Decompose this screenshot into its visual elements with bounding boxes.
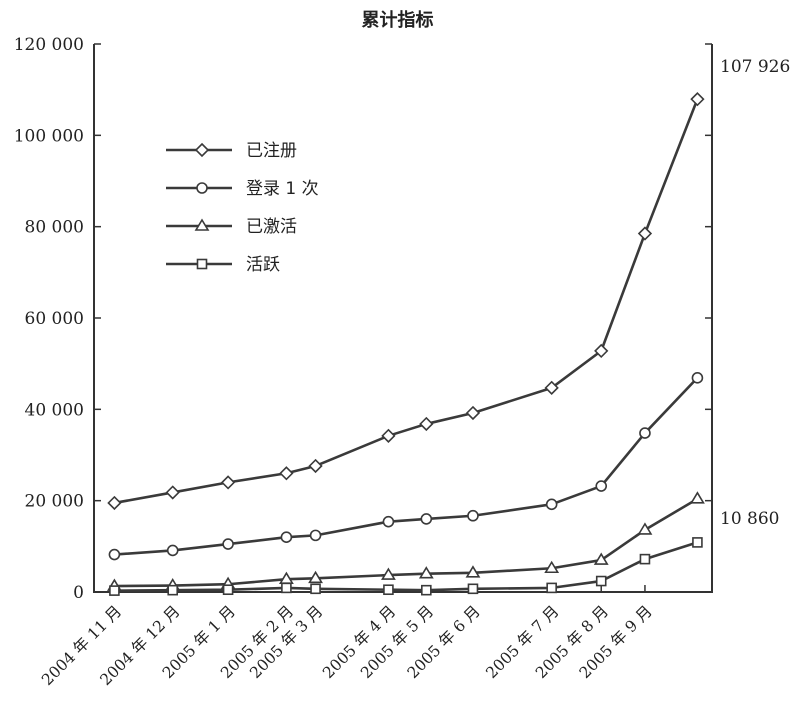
series-group: [108, 93, 703, 595]
axes: [94, 44, 712, 592]
data-point: [110, 586, 119, 595]
legend-marker: [198, 260, 207, 269]
legend-label: 已注册: [246, 141, 297, 161]
data-point: [640, 555, 649, 564]
legend-marker: [196, 144, 208, 156]
data-point: [108, 497, 120, 509]
data-point: [639, 228, 651, 240]
series-line: [114, 99, 697, 503]
data-point: [468, 584, 477, 593]
legend-item: 活跃: [166, 255, 280, 275]
data-point: [468, 511, 478, 521]
data-point: [692, 373, 702, 383]
data-point: [596, 481, 606, 491]
data-point: [223, 539, 233, 549]
data-point: [168, 586, 177, 595]
data-point: [167, 486, 179, 498]
data-point: [224, 585, 233, 594]
y-tick-label: 120 000: [14, 35, 84, 55]
data-point: [222, 476, 234, 488]
legend-label: 已激活: [246, 217, 297, 237]
axis-frame: [94, 44, 712, 592]
data-point: [383, 517, 393, 527]
series-circle: [109, 373, 702, 560]
legend-marker: [197, 183, 207, 193]
data-point: [640, 428, 650, 438]
data-point: [311, 584, 320, 593]
data-point: [422, 586, 431, 595]
legend-item: 已激活: [166, 217, 297, 237]
annotations: 107 926 10 860: [720, 57, 790, 529]
value-annotation: 10 860: [720, 509, 779, 529]
legend-item: 登录 1 次: [166, 179, 319, 199]
data-point: [109, 550, 119, 560]
data-point: [595, 554, 607, 564]
series-line: [114, 542, 697, 590]
y-tick-label: 60 000: [25, 309, 84, 329]
data-point: [547, 583, 556, 592]
data-point: [282, 583, 291, 592]
data-point: [467, 407, 479, 419]
data-point: [384, 585, 393, 594]
legend-label: 活跃: [246, 255, 280, 275]
data-point: [281, 532, 291, 542]
y-tick-label: 100 000: [14, 126, 84, 146]
data-point: [597, 577, 606, 586]
data-point: [693, 538, 702, 547]
data-point: [168, 545, 178, 555]
y-tick-label: 20 000: [25, 492, 84, 512]
legend-item: 已注册: [166, 141, 297, 161]
legend-label: 登录 1 次: [246, 179, 319, 199]
series-line: [114, 378, 697, 555]
data-point: [280, 467, 292, 479]
data-point: [382, 430, 394, 442]
data-point: [547, 499, 557, 509]
series-line: [114, 499, 697, 586]
value-annotation: 107 926: [720, 57, 790, 77]
data-point: [311, 530, 321, 540]
y-tick-label: 40 000: [25, 400, 84, 420]
series-diamond: [108, 93, 703, 509]
y-axis-ticks: 0 20 000 40 000 60 000 80 000 100 000 120 000: [14, 35, 712, 603]
data-point: [421, 514, 431, 524]
data-point: [420, 418, 432, 430]
data-point: [691, 93, 703, 105]
y-tick-label: 0: [73, 583, 84, 603]
data-point: [691, 493, 703, 503]
y-tick-label: 80 000: [25, 218, 84, 238]
data-point: [310, 460, 322, 472]
